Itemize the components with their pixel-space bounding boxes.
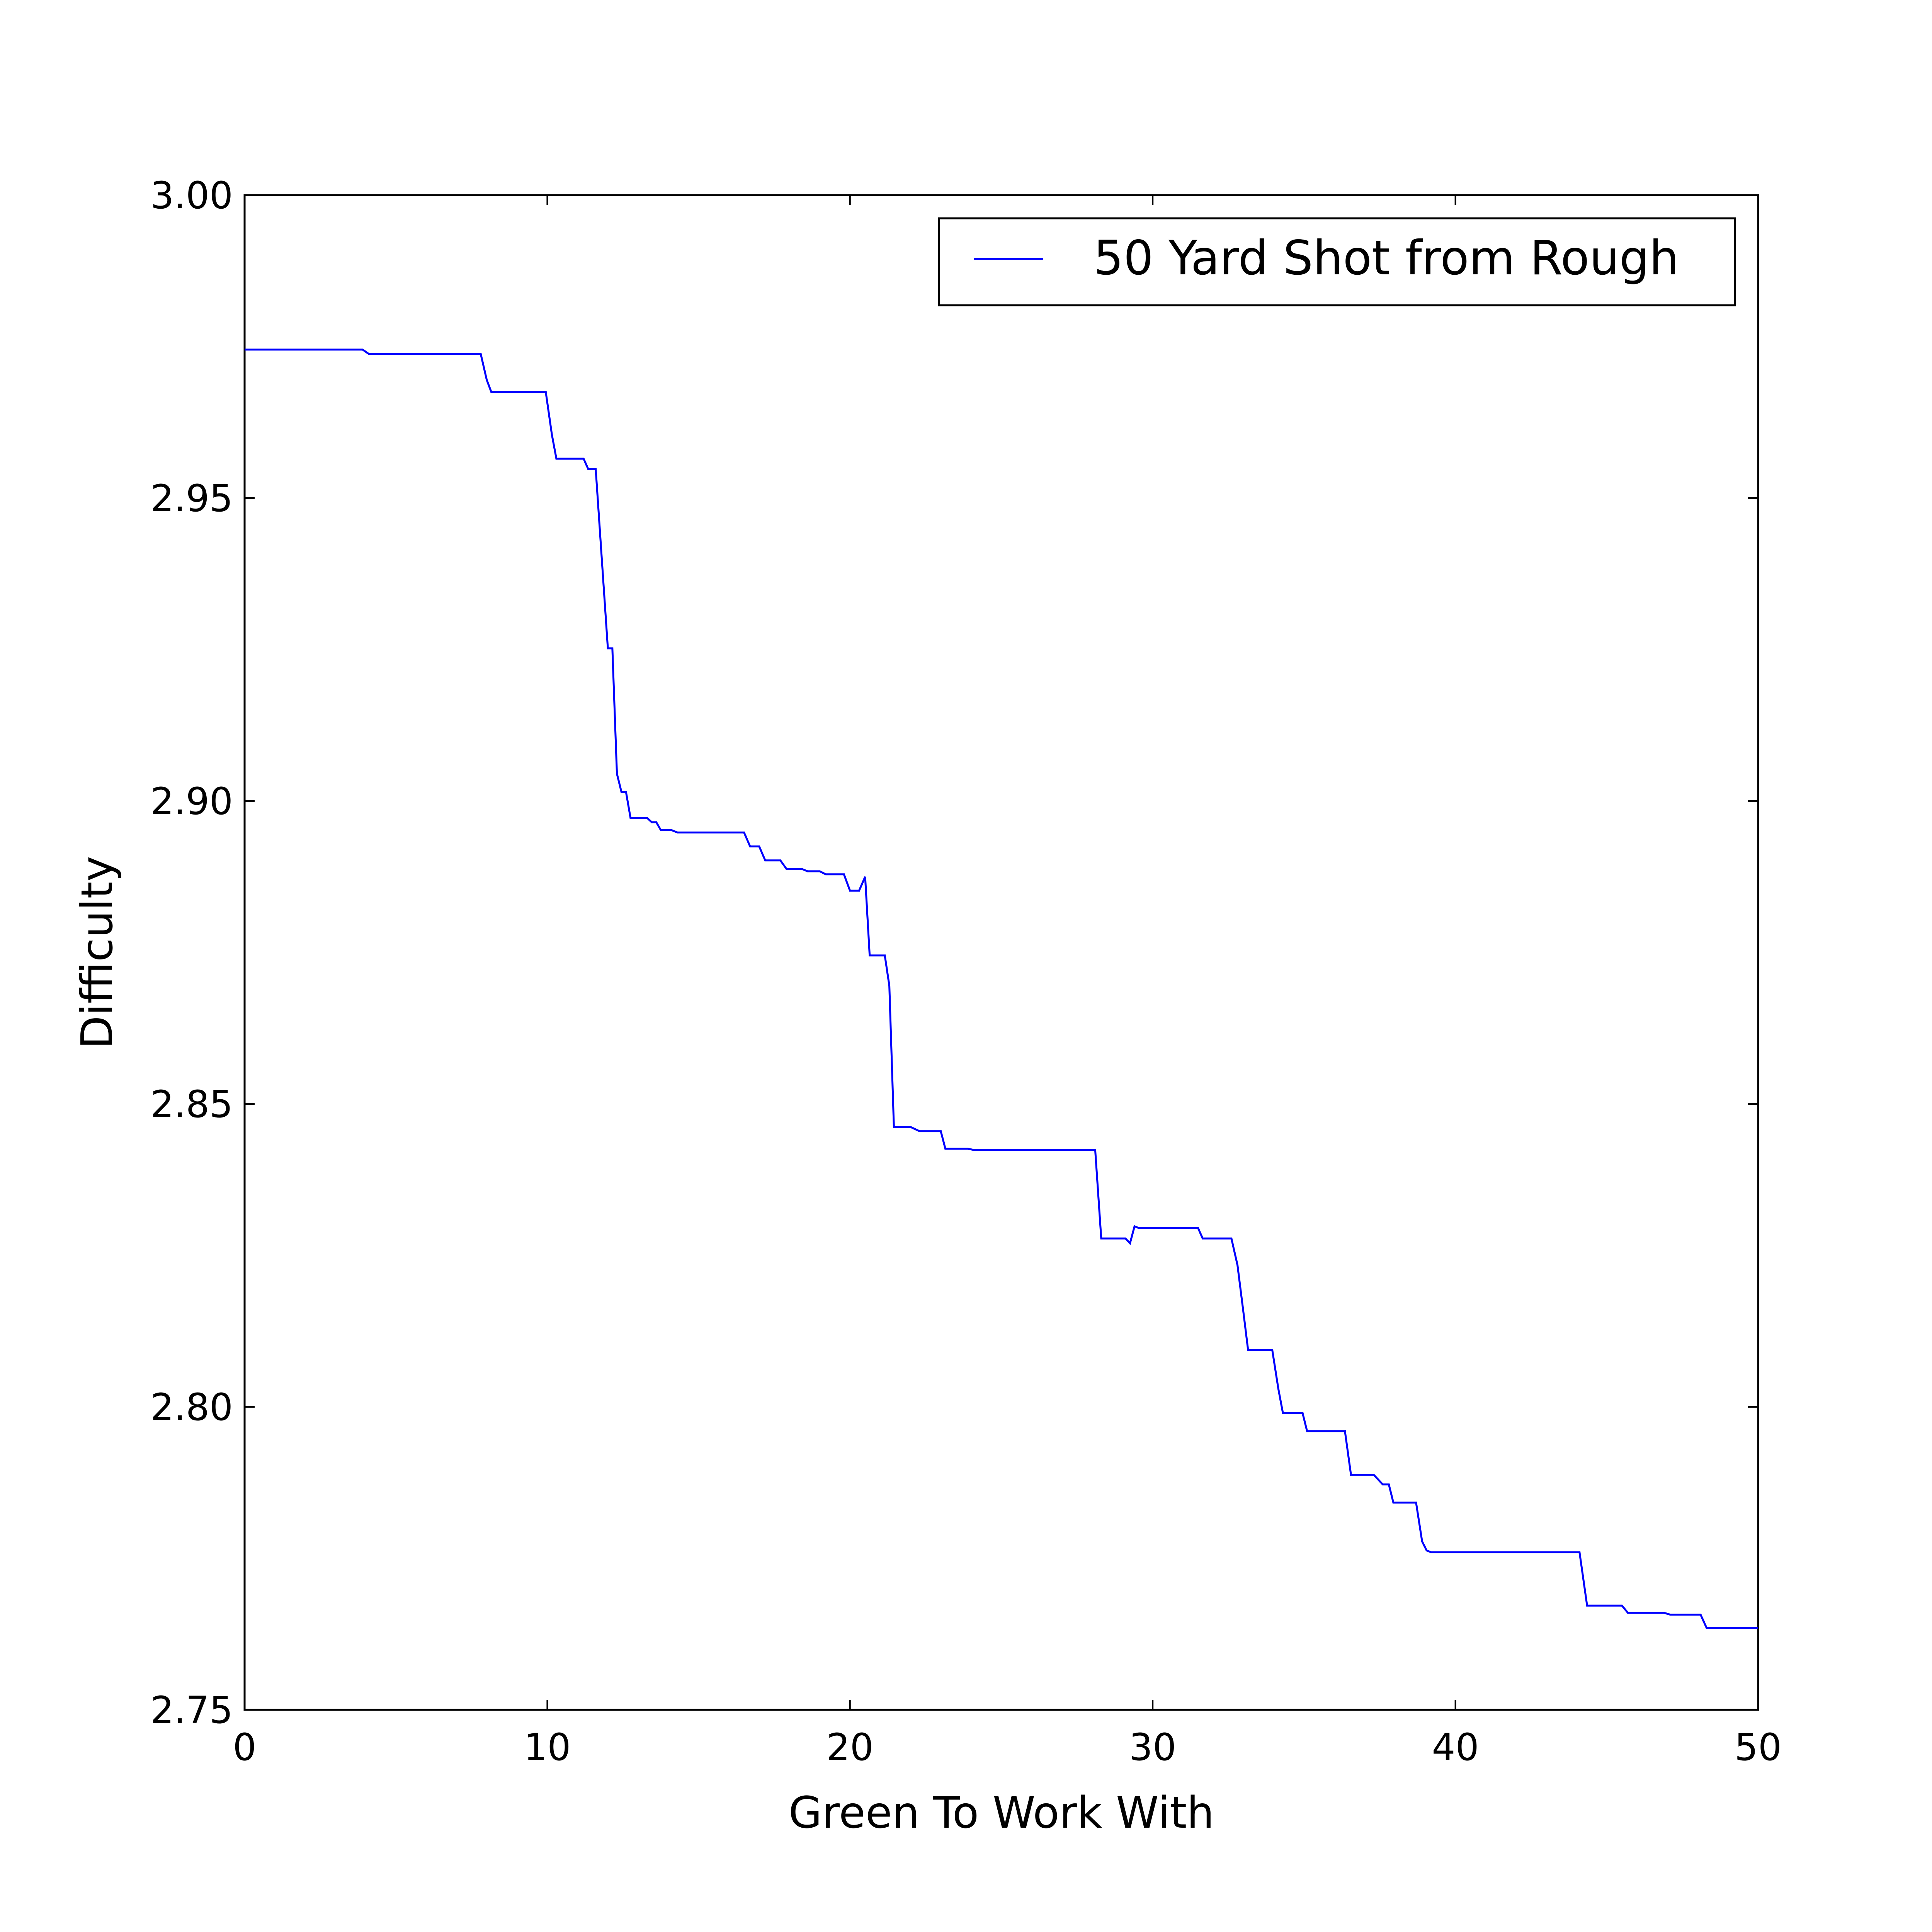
legend: 50 Yard Shot from Rough — [938, 217, 1736, 306]
x-tick-label: 20 — [827, 1726, 874, 1769]
y-tick-label: 3.00 — [150, 174, 233, 217]
y-tick-label: 2.75 — [150, 1689, 233, 1732]
y-tick-label: 2.95 — [150, 477, 233, 520]
y-axis-label: Difficulty — [72, 856, 122, 1049]
x-tick-label: 30 — [1129, 1726, 1176, 1769]
x-tick-label: 10 — [524, 1726, 571, 1769]
x-axis-label: Green To Work With — [789, 1788, 1214, 1838]
x-tick-label: 0 — [233, 1726, 256, 1769]
axis-ticks — [244, 194, 1759, 1711]
y-tick-label: 2.80 — [150, 1386, 233, 1429]
axis-tick-labels: 0 10 20 30 40 50 2.75 2.80 2.85 2.90 2.95 3.00 — [150, 174, 1782, 1769]
legend-entry-label: 50 Yard Shot from Rough — [1094, 231, 1679, 286]
y-tick-label: 2.90 — [150, 780, 233, 823]
plot-area — [243, 194, 1759, 1711]
legend-box — [938, 217, 1736, 306]
x-tick-label: 50 — [1735, 1726, 1782, 1769]
series-line-50-yard-shot-from-rough — [245, 349, 1758, 1629]
y-tick-label: 2.85 — [150, 1083, 233, 1126]
x-tick-label: 40 — [1432, 1726, 1479, 1769]
